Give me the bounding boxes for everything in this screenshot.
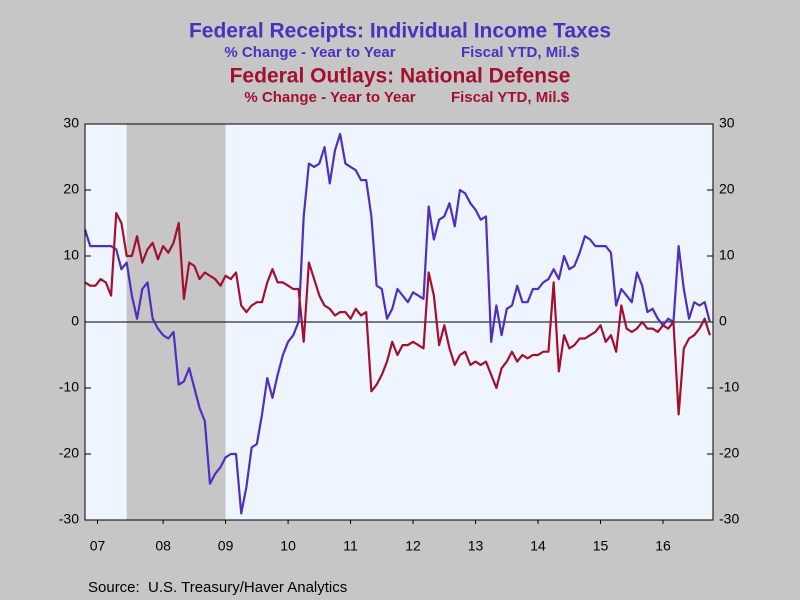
y2-tick-label: -30 bbox=[719, 511, 739, 527]
series-line bbox=[83, 132, 711, 515]
y-tick-label: -20 bbox=[59, 445, 79, 461]
series-title: Federal Receipts: Individual Income Taxe… bbox=[189, 20, 611, 43]
plot-border bbox=[84, 123, 714, 521]
series-title: Federal Outlays: National Defense bbox=[230, 65, 571, 88]
series-units: Fiscal YTD, Mil.$ bbox=[451, 89, 570, 106]
x-tick-label: 12 bbox=[405, 538, 421, 554]
y-tick-label: 20 bbox=[63, 181, 79, 197]
series-line bbox=[84, 212, 711, 416]
y-tick-label: 30 bbox=[63, 115, 79, 131]
x-tick-label: 14 bbox=[530, 538, 546, 554]
x-tick-label: 16 bbox=[655, 538, 671, 554]
y-tick-label: 0 bbox=[71, 313, 79, 329]
y-tick-label: -30 bbox=[59, 511, 79, 527]
y2-tick-label: 0 bbox=[719, 313, 727, 329]
y2-tick-label: 30 bbox=[719, 115, 735, 131]
series-units: % Change - Year to Year bbox=[244, 89, 415, 106]
x-tick-label: 11 bbox=[343, 538, 358, 554]
y2-tick-label: 10 bbox=[719, 247, 735, 263]
series-units: Fiscal YTD, Mil.$ bbox=[461, 44, 580, 61]
y-tick-label: 10 bbox=[63, 247, 79, 263]
y-tick-label: -10 bbox=[59, 379, 79, 395]
x-tick-label: 15 bbox=[593, 538, 609, 554]
x-tick-label: 09 bbox=[218, 538, 234, 554]
source: Source: U.S. Treasury/Haver Analytics bbox=[88, 579, 347, 596]
x-tick-label: 10 bbox=[280, 538, 296, 554]
x-tick-label: 07 bbox=[90, 538, 106, 554]
y2-tick-label: -10 bbox=[719, 379, 739, 395]
y2-tick-label: 20 bbox=[719, 181, 735, 197]
y2-tick-label: -20 bbox=[719, 445, 739, 461]
x-tick-label: 13 bbox=[468, 538, 484, 554]
series-units: % Change - Year to Year bbox=[224, 44, 395, 61]
x-tick-label: 08 bbox=[155, 538, 171, 554]
